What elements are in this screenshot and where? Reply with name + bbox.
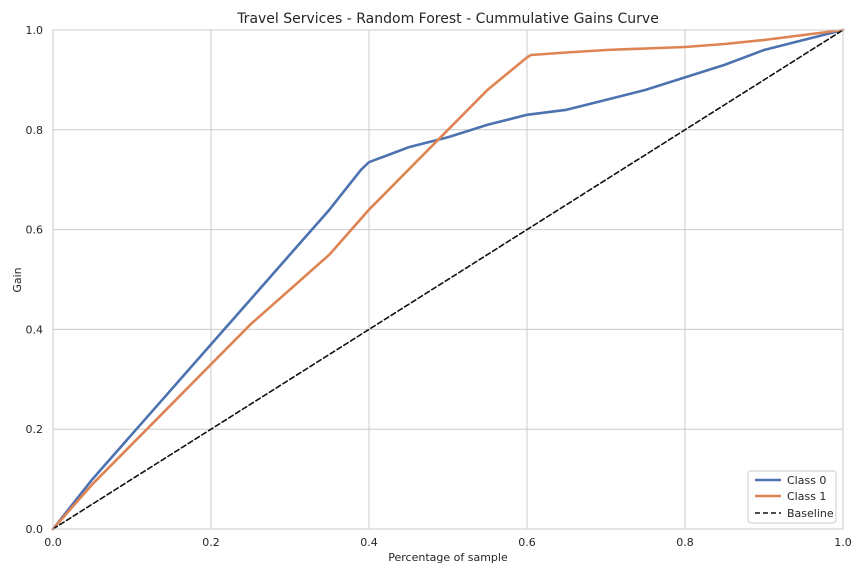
y-tick-label: 0.0 xyxy=(26,523,44,536)
plot-frame xyxy=(52,29,844,530)
legend-label-class-1: Class 1 xyxy=(787,490,826,503)
y-tick-label: 0.2 xyxy=(26,423,44,436)
series-line-class-1 xyxy=(51,28,845,531)
x-tick-labels: 0.0 0.2 0.4 0.6 0.8 1.0 xyxy=(44,536,852,549)
y-tick-label: 0.8 xyxy=(26,124,44,137)
y-tick-label: 1.0 xyxy=(26,24,44,37)
y-axis-label: Gain xyxy=(11,267,24,292)
legend-box xyxy=(747,470,837,524)
x-tick-label: 0.6 xyxy=(518,536,536,549)
y-tick-label: 0.4 xyxy=(26,323,44,336)
x-tick-label: 0.0 xyxy=(44,536,62,549)
y-tick-label: 0.6 xyxy=(26,224,44,237)
x-axis-label: Percentage of sample xyxy=(388,551,508,564)
x-tick-label: 0.8 xyxy=(676,536,694,549)
x-tick-label: 1.0 xyxy=(834,536,852,549)
legend: Class 0 Class 1 Baseline xyxy=(747,470,837,524)
y-tick-labels: 0.0 0.2 0.4 0.6 0.8 1.0 xyxy=(26,24,44,536)
legend-label-baseline: Baseline xyxy=(787,507,834,520)
x-tick-label: 0.2 xyxy=(202,536,220,549)
series-line-class-0 xyxy=(51,28,845,531)
chart-title: Travel Services - Random Forest - Cummul… xyxy=(236,11,659,27)
series-line-baseline xyxy=(52,29,844,530)
legend-label-class-0: Class 0 xyxy=(787,474,826,487)
x-tick-label: 0.4 xyxy=(360,536,378,549)
series-lines xyxy=(51,28,845,531)
